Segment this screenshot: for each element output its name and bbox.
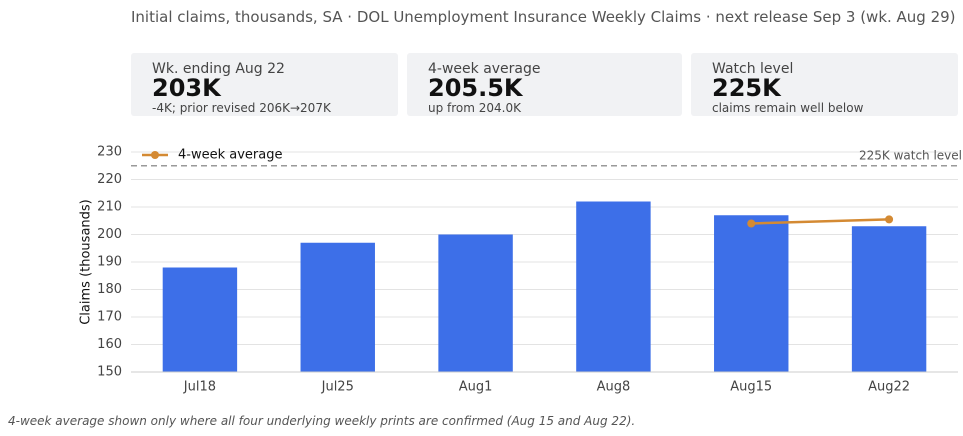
y-tick-label: 210 xyxy=(97,200,122,215)
x-tick-label: Aug22 xyxy=(868,380,910,395)
x-tick-label: Aug15 xyxy=(730,380,772,395)
card-label: 4-week average xyxy=(428,61,541,77)
y-tick-label: 230 xyxy=(97,145,122,160)
bar xyxy=(576,201,651,372)
y-axis-label: Claims (thousands) xyxy=(79,199,94,325)
x-tick-label: Jul18 xyxy=(183,380,216,395)
x-tick-label: Aug1 xyxy=(459,380,493,395)
y-tick-label: 200 xyxy=(97,227,122,242)
bar xyxy=(714,215,789,372)
x-tick-label: Jul25 xyxy=(321,380,354,395)
header-title: Initial claims, thousands, SA · DOL Unem… xyxy=(131,8,956,26)
legend-swatch-dot xyxy=(151,151,159,159)
y-tick-label: 160 xyxy=(97,337,122,352)
kpi-card: Wk. ending Aug 22 203K -4K; prior revise… xyxy=(131,53,398,116)
y-tick-label: 180 xyxy=(97,282,122,297)
legend-label: 4-week average xyxy=(178,148,282,163)
card-note: up from 204.0K xyxy=(428,101,521,115)
footnote: 4-week average shown only where all four… xyxy=(8,414,636,428)
reference-label: 225K watch level xyxy=(859,148,962,162)
card-label: Watch level xyxy=(712,61,794,77)
card-label: Wk. ending Aug 22 xyxy=(152,61,285,77)
card-value: 225K xyxy=(712,74,781,102)
y-tick-label: 150 xyxy=(97,365,122,380)
line-point xyxy=(885,215,894,224)
line-point xyxy=(747,219,756,228)
y-tick-label: 190 xyxy=(97,255,122,270)
card-note: claims remain well below xyxy=(712,101,864,115)
card-value: 205.5K xyxy=(428,74,523,102)
line-series xyxy=(751,218,890,225)
bar xyxy=(851,226,927,372)
y-tick-label: 170 xyxy=(97,310,122,325)
card-value: 203K xyxy=(152,74,221,102)
kpi-card: 4-week average 205.5K up from 204.0K xyxy=(407,53,682,116)
y-tick-label: 220 xyxy=(97,172,122,187)
kpi-card: Watch level 225K claims remain well belo… xyxy=(691,53,958,116)
bar xyxy=(438,234,513,372)
card-note: -4K; prior revised 206K→207K xyxy=(152,101,331,115)
bar xyxy=(162,267,238,372)
bar xyxy=(300,242,375,372)
x-tick-label: Aug8 xyxy=(597,380,631,395)
